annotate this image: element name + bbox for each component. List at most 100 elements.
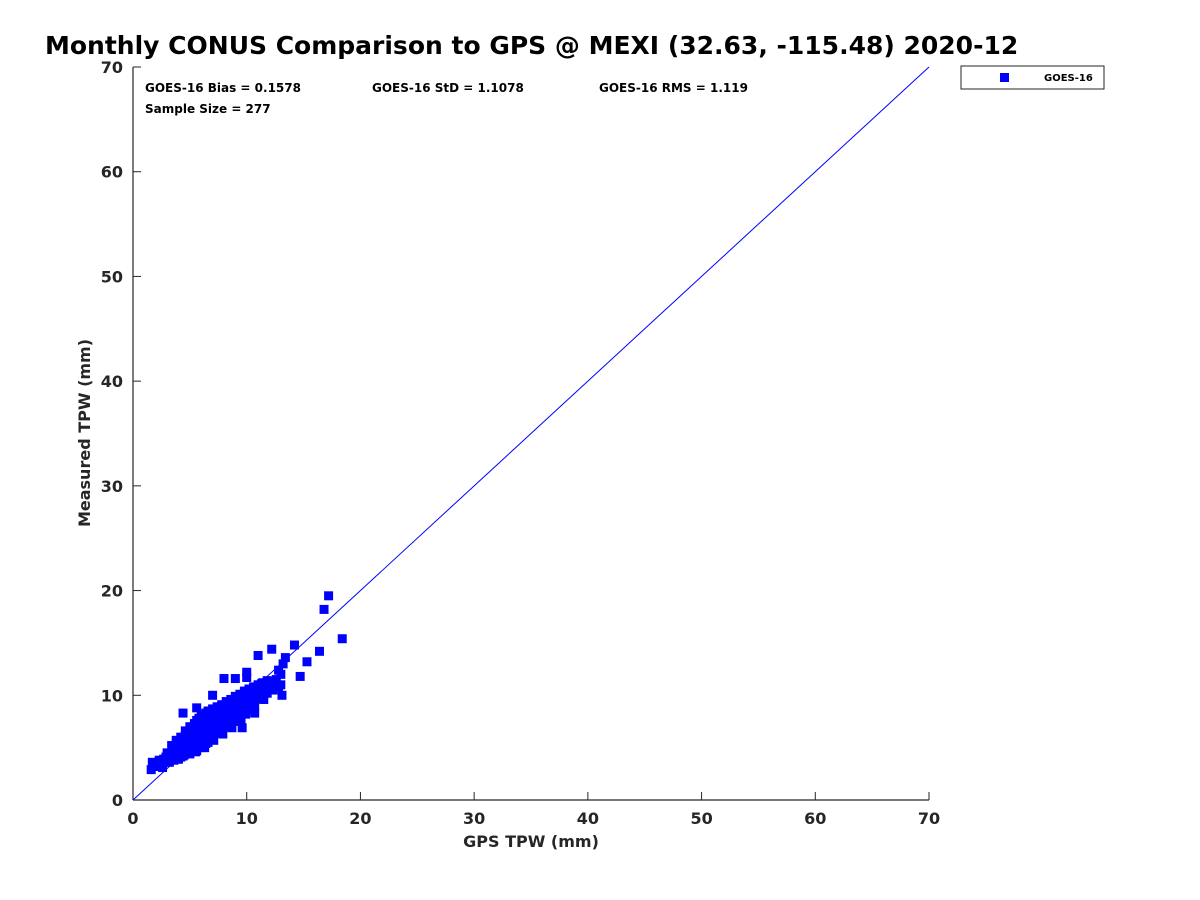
data-point [209, 735, 219, 745]
data-point [214, 722, 224, 732]
data-point [233, 706, 243, 716]
data-point [276, 669, 286, 679]
data-point [271, 675, 281, 685]
data-point [260, 682, 270, 692]
data-point [227, 723, 237, 733]
x-tick-label: 30 [463, 809, 485, 828]
data-point [210, 725, 220, 735]
data-point [237, 702, 247, 712]
y-axis-label: Measured TPW (mm) [75, 339, 94, 527]
data-point [195, 719, 205, 729]
data-point [255, 686, 265, 696]
data-point [221, 702, 231, 712]
x-tick-label: 60 [804, 809, 826, 828]
data-point [189, 719, 199, 729]
data-point [201, 733, 211, 743]
data-point [185, 722, 195, 732]
data-point [167, 741, 177, 751]
data-point [235, 689, 245, 699]
rms-stat: GOES-16 RMS = 1.119 [599, 81, 748, 95]
data-point [264, 684, 274, 694]
data-point [162, 748, 172, 758]
data-point [337, 634, 347, 644]
data-point [230, 674, 240, 684]
data-point [146, 765, 156, 775]
y-tick-label: 50 [101, 267, 123, 286]
data-point [191, 747, 201, 757]
data-point [169, 755, 179, 765]
y-tick-label: 30 [101, 477, 123, 496]
data-point [264, 677, 274, 687]
legend-box [960, 65, 1105, 90]
data-point [237, 723, 247, 733]
data-point [278, 659, 288, 669]
data-point [267, 644, 277, 654]
y-tick-label: 20 [101, 582, 123, 601]
data-point [205, 729, 215, 739]
y-tick-label: 40 [101, 372, 123, 391]
data-point [242, 667, 252, 677]
data-point [244, 703, 254, 713]
data-point [246, 693, 256, 703]
x-tick-label: 50 [690, 809, 712, 828]
data-point [185, 749, 195, 759]
data-point [259, 694, 269, 704]
data-point [164, 757, 174, 767]
data-point [183, 744, 193, 754]
data-point [208, 704, 218, 714]
data-point [314, 646, 324, 656]
data-point [203, 706, 213, 716]
data-point [236, 716, 246, 726]
x-tick-label: 40 [577, 809, 599, 828]
data-point [249, 699, 259, 709]
data-point [199, 710, 209, 720]
data-point [178, 748, 188, 758]
data-point [250, 708, 260, 718]
data-point [187, 742, 197, 752]
data-point [324, 591, 334, 601]
data-point [218, 729, 228, 739]
data-point [253, 650, 263, 660]
data-point [219, 718, 229, 728]
data-point [212, 702, 222, 712]
y-tick-label: 0 [112, 791, 123, 810]
y-tick-label: 60 [101, 163, 123, 182]
data-point [289, 640, 299, 650]
data-point [158, 763, 168, 773]
x-axis-label: GPS TPW (mm) [463, 832, 599, 851]
data-point [180, 726, 190, 736]
data-point [276, 680, 286, 690]
x-tick-label: 0 [127, 809, 138, 828]
data-point [242, 672, 252, 682]
data-point [228, 710, 238, 720]
data-point [192, 740, 202, 750]
x-tick-label: 10 [236, 809, 258, 828]
y-tick-label: 10 [101, 686, 123, 705]
data-point [173, 751, 183, 761]
data-point [242, 698, 252, 708]
legend-label-goes16: GOES-16 [1044, 73, 1093, 84]
data-point [200, 743, 210, 753]
bias-stat: GOES-16 Bias = 0.1578 [145, 81, 301, 95]
data-point [295, 671, 305, 681]
x-tick-label: 20 [349, 809, 371, 828]
x-tick-label: 70 [918, 809, 940, 828]
data-point [238, 708, 248, 718]
data-point [224, 713, 234, 723]
data-point [221, 697, 231, 707]
data-point [178, 708, 188, 718]
data-points-layer [146, 591, 347, 775]
y-tick-label: 70 [101, 58, 123, 77]
data-point [280, 653, 290, 663]
axes: 0 10 20 30 40 50 60 70 0 10 20 30 40 50 60 70 [101, 58, 940, 828]
data-point [171, 735, 181, 745]
data-point [192, 703, 202, 713]
data-point [230, 691, 240, 701]
data-point [194, 713, 204, 723]
data-point [251, 690, 261, 700]
std-stat: GOES-16 StD = 1.1078 [372, 81, 524, 95]
data-point [217, 700, 227, 710]
data-point [277, 690, 287, 700]
chart-title: Monthly CONUS Comparison to GPS @ MEXI (… [45, 31, 1018, 60]
